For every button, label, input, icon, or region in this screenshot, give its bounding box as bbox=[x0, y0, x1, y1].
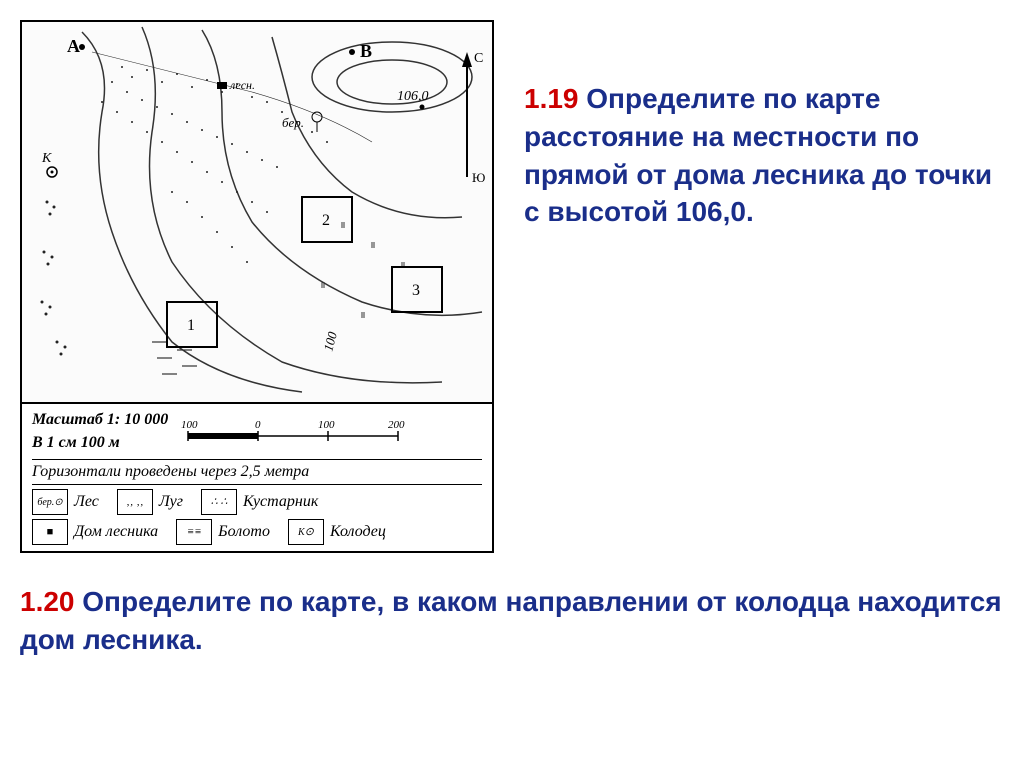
square-2: 2 bbox=[322, 212, 330, 229]
question-2-text: Определите по карте, в каком направлении… bbox=[20, 586, 1002, 655]
compass-north: С bbox=[474, 51, 483, 66]
question-2: 1.20 Определите по карте, в каком направ… bbox=[20, 583, 1004, 659]
well-label: К bbox=[41, 151, 52, 166]
map-image: А В 106,0 бер. К bbox=[22, 22, 492, 404]
scale-bar: 100 0 100 200 bbox=[178, 418, 408, 448]
legend-row-1: бер.⊙ Лес ‚‚ ‚‚ Луг ∴ ∴ Кустарник bbox=[32, 489, 482, 515]
topographic-map: А В 106,0 бер. К bbox=[22, 22, 492, 402]
scale-line2: В 1 см 100 м bbox=[32, 433, 168, 454]
legend-forester: ■ Дом лесника bbox=[32, 519, 158, 545]
point-a-label: А bbox=[67, 36, 80, 56]
height-label: 106,0 bbox=[397, 89, 429, 104]
page-container: А В 106,0 бер. К bbox=[20, 20, 1004, 659]
map-area: А В 106,0 бер. К bbox=[20, 20, 494, 553]
svg-text:100: 100 bbox=[318, 419, 335, 431]
legend-row-2: ■ Дом лесника ≡≡ Болото К⊙ Колодец bbox=[32, 519, 482, 545]
square-1: 1 bbox=[187, 317, 195, 334]
svg-text:100: 100 bbox=[181, 419, 198, 431]
tree-label: бер. bbox=[282, 115, 304, 130]
question-1-text: Определите по карте расстояние на местно… bbox=[524, 83, 992, 227]
legend-meadow: ‚‚ ‚‚ Луг bbox=[117, 489, 183, 515]
scale-line1: Масштаб 1: 10 000 bbox=[32, 410, 168, 431]
svg-text:0: 0 bbox=[255, 419, 261, 431]
legend-well: К⊙ Колодец bbox=[288, 519, 386, 545]
question-2-num: 1.20 bbox=[20, 586, 75, 617]
compass-south: Ю bbox=[472, 170, 485, 185]
top-row: А В 106,0 бер. К bbox=[20, 20, 1004, 553]
legend-swamp: ≡≡ Болото bbox=[176, 519, 270, 545]
forester-label: лесн. bbox=[229, 78, 255, 92]
legend-forest: бер.⊙ Лес bbox=[32, 489, 99, 515]
question-1-num: 1.19 bbox=[524, 83, 579, 114]
question-1-block: 1.19 Определите по карте расстояние на м… bbox=[524, 20, 1004, 231]
point-b-label: В bbox=[360, 41, 372, 61]
horiz-note: Горизонтали проведены через 2,5 метра bbox=[32, 459, 482, 486]
question-1: 1.19 Определите по карте расстояние на м… bbox=[524, 80, 1004, 231]
legend-shrub: ∴ ∴ Кустарник bbox=[201, 489, 318, 515]
square-3: 3 bbox=[412, 282, 420, 299]
svg-text:200: 200 bbox=[388, 419, 405, 431]
map-legend: Масштаб 1: 10 000 В 1 см 100 м 100 0 100 bbox=[22, 404, 492, 551]
